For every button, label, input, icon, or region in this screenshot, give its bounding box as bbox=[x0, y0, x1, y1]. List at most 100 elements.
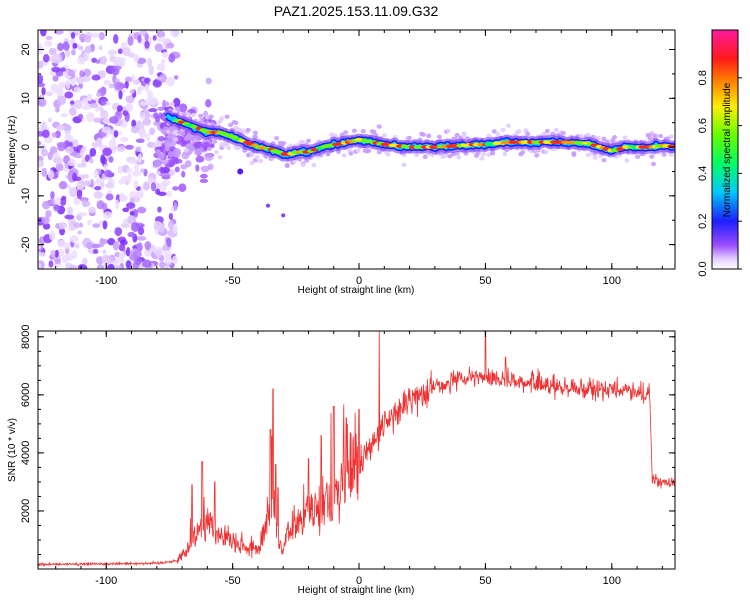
x-tick-label: 100 bbox=[603, 575, 621, 587]
noise-cell bbox=[166, 237, 172, 248]
noise-cell bbox=[127, 172, 132, 183]
noise-cell bbox=[172, 147, 182, 157]
noise-cell bbox=[122, 207, 130, 213]
noise-cell bbox=[89, 147, 97, 157]
noise-cell bbox=[79, 69, 84, 78]
noise-cell bbox=[114, 199, 120, 210]
noise-cell bbox=[167, 220, 175, 230]
noise-cell bbox=[47, 151, 53, 161]
noise-cell bbox=[122, 46, 131, 57]
noise-cell bbox=[52, 53, 62, 64]
noise-cell bbox=[105, 182, 115, 189]
noise-cell bbox=[72, 42, 78, 49]
ridge-halo-cell bbox=[447, 153, 453, 159]
y-tick-label: 6000 bbox=[20, 383, 32, 407]
noise-cell bbox=[93, 181, 101, 186]
noise-cell bbox=[102, 249, 107, 254]
noise-cell bbox=[67, 40, 75, 45]
ridge-halo-cell bbox=[525, 131, 531, 137]
ridge-halo-cell bbox=[436, 134, 442, 139]
noise-cell bbox=[96, 92, 101, 97]
x-tick-label: -100 bbox=[95, 275, 117, 287]
noise-cell bbox=[50, 83, 59, 93]
noise-cell bbox=[199, 173, 208, 179]
noise-cell bbox=[147, 57, 153, 68]
noise-cell bbox=[73, 86, 81, 93]
noise-cell bbox=[68, 187, 78, 197]
ridge-halo-cell bbox=[300, 162, 306, 168]
noise-cell bbox=[107, 264, 115, 269]
noise-cell bbox=[65, 253, 75, 261]
noise-cell bbox=[71, 49, 76, 56]
noise-cell bbox=[133, 79, 141, 85]
noise-cell bbox=[137, 34, 142, 44]
ridge-halo-cell bbox=[520, 150, 526, 155]
noise-cell bbox=[84, 34, 92, 43]
ridge-halo-cell bbox=[284, 162, 290, 168]
noise-cell bbox=[205, 99, 212, 108]
noise-cell bbox=[102, 220, 108, 230]
noise-cell bbox=[119, 136, 129, 142]
ridge-halo-cell bbox=[601, 136, 607, 142]
noise-cell bbox=[108, 50, 116, 57]
spectrogram-y-axis: -20 -10 0 10 20 bbox=[20, 43, 675, 270]
noise-cell bbox=[38, 97, 47, 107]
ridge-halo-cell bbox=[461, 134, 467, 139]
ridge-halo-cell bbox=[544, 128, 550, 134]
noise-cell bbox=[67, 224, 76, 231]
ridge-halo-cell bbox=[505, 123, 511, 128]
noise-cell bbox=[101, 254, 111, 263]
noise-cell bbox=[41, 129, 50, 138]
noise-cell bbox=[77, 57, 86, 65]
ridge-halo-cell bbox=[305, 138, 311, 144]
noise-cell bbox=[167, 133, 177, 140]
noise-cell bbox=[53, 157, 63, 164]
noise-cell bbox=[118, 90, 123, 100]
ridge-halo-cell bbox=[622, 135, 628, 140]
noise-cell bbox=[100, 55, 107, 65]
noise-cell bbox=[82, 199, 87, 207]
ridge-halo-cell bbox=[489, 150, 495, 156]
noise-cell bbox=[101, 109, 107, 116]
noise-cell bbox=[102, 147, 112, 157]
noise-cell bbox=[90, 178, 95, 189]
noise-cell bbox=[83, 51, 90, 62]
noise-cell bbox=[86, 93, 93, 102]
snr-series-line bbox=[38, 331, 675, 567]
x-tick-label: -50 bbox=[225, 575, 241, 587]
ridge-halo-cell bbox=[206, 146, 212, 151]
noise-cell bbox=[102, 211, 113, 219]
noise-cell bbox=[137, 226, 145, 236]
noise-cell bbox=[41, 200, 51, 210]
ridge-halo-cell bbox=[274, 136, 280, 141]
ridge-halo-cell bbox=[249, 160, 255, 166]
ridge-halo-cell bbox=[658, 133, 664, 139]
ridge-halo-cell bbox=[217, 154, 223, 160]
noise-cell bbox=[163, 139, 173, 148]
ridge-peak-cell bbox=[238, 139, 245, 143]
noise-cell bbox=[97, 140, 103, 147]
noise-cell bbox=[173, 75, 179, 80]
noise-cell bbox=[38, 60, 44, 69]
ridge-halo-cell bbox=[502, 151, 508, 157]
ridge-halo-cell bbox=[190, 112, 196, 118]
noise-cell bbox=[99, 237, 105, 248]
noise-cell bbox=[109, 116, 119, 124]
noise-cell bbox=[156, 63, 166, 72]
noise-cell bbox=[114, 226, 122, 237]
noise-cell bbox=[147, 90, 153, 98]
ridge-halo-cell bbox=[495, 131, 501, 137]
ridge-halo-cell bbox=[479, 156, 485, 161]
noise-cell bbox=[166, 190, 172, 198]
noise-cell bbox=[100, 154, 106, 165]
noise-cell bbox=[40, 30, 47, 37]
figure-title: PAZ1.2025.153.11.09.G32 bbox=[274, 3, 439, 19]
noise-cell bbox=[164, 163, 174, 168]
noise-cell bbox=[64, 242, 71, 249]
noise-cell bbox=[117, 48, 123, 55]
ridge-halo-cell bbox=[601, 157, 607, 163]
y-tick-label: 4000 bbox=[20, 441, 32, 465]
noise-cell bbox=[58, 180, 68, 190]
noise-cell bbox=[52, 74, 59, 82]
